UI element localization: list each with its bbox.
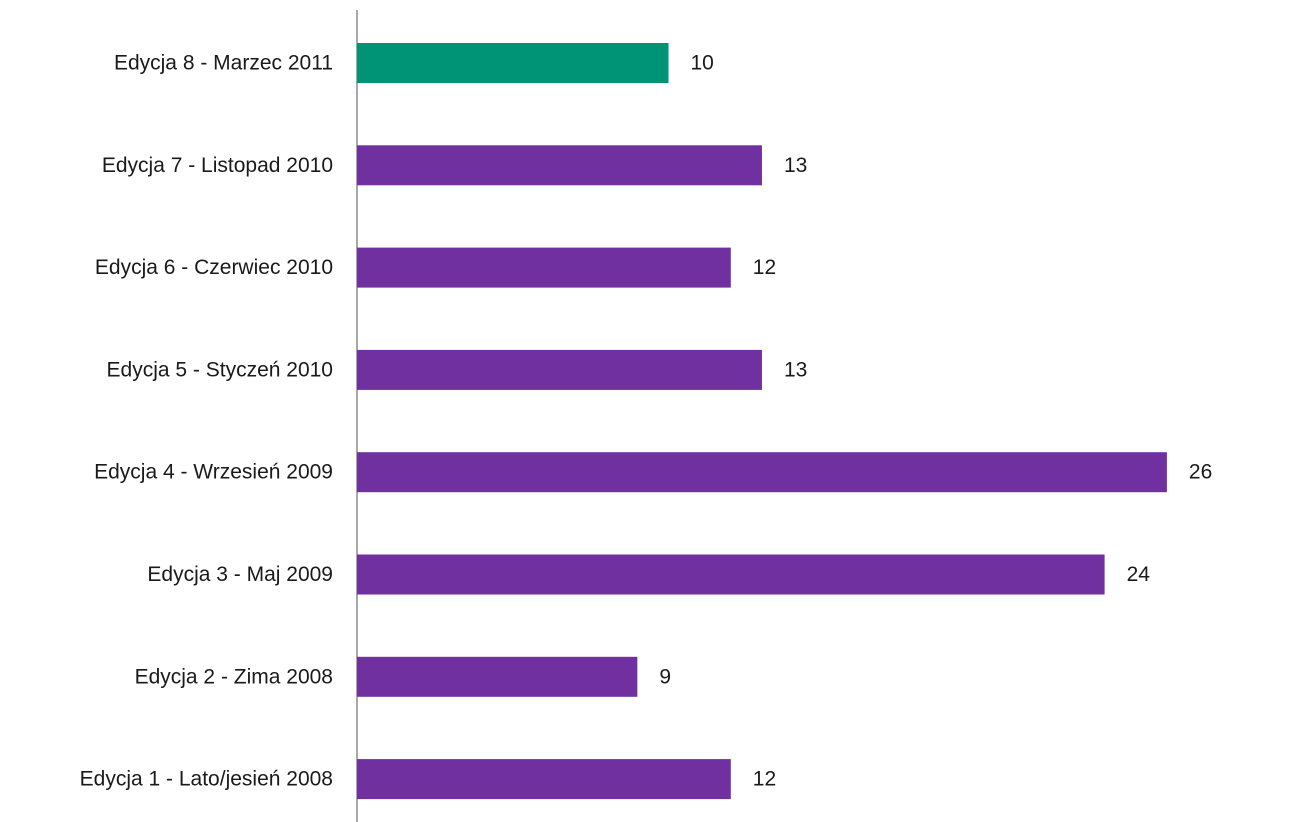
data-label-5: 26: [1189, 461, 1212, 484]
data-label-4: 13: [784, 358, 807, 381]
category-label-3: Edycja 6 - Czerwiec 2010: [95, 256, 333, 279]
category-label-1: Edycja 8 - Marzec 2011: [114, 52, 333, 75]
bar-2: [357, 145, 762, 186]
bars-group: [357, 43, 1167, 800]
category-label-6: Edycja 3 - Maj 2009: [147, 563, 333, 586]
category-label-8: Edycja 1 - Lato/jesień 2008: [80, 768, 333, 791]
category-label-5: Edycja 4 - Wrzesień 2009: [94, 461, 333, 484]
data-label-3: 12: [753, 256, 776, 279]
category-label-4: Edycja 5 - Styczeń 2010: [107, 358, 333, 381]
bar-4: [357, 349, 762, 390]
category-label-7: Edycja 2 - Zima 2008: [135, 665, 333, 688]
bar-5: [357, 452, 1167, 493]
category-labels-group: Edycja 8 - Marzec 2011 Edycja 7 - Listopa…: [80, 52, 333, 791]
data-label-7: 9: [659, 665, 671, 688]
bar-3: [357, 247, 731, 288]
data-label-1: 10: [691, 52, 714, 75]
data-label-2: 13: [784, 154, 807, 177]
bar-7: [357, 656, 638, 697]
bar-6: [357, 554, 1105, 595]
data-labels-group: 10 13 12 13 26 24 9 12: [659, 52, 1212, 791]
data-label-8: 12: [753, 768, 776, 791]
data-label-6: 24: [1127, 563, 1151, 586]
bar-1: [357, 43, 669, 83]
category-label-2: Edycja 7 - Listopad 2010: [102, 154, 333, 177]
bar-8: [357, 759, 731, 800]
